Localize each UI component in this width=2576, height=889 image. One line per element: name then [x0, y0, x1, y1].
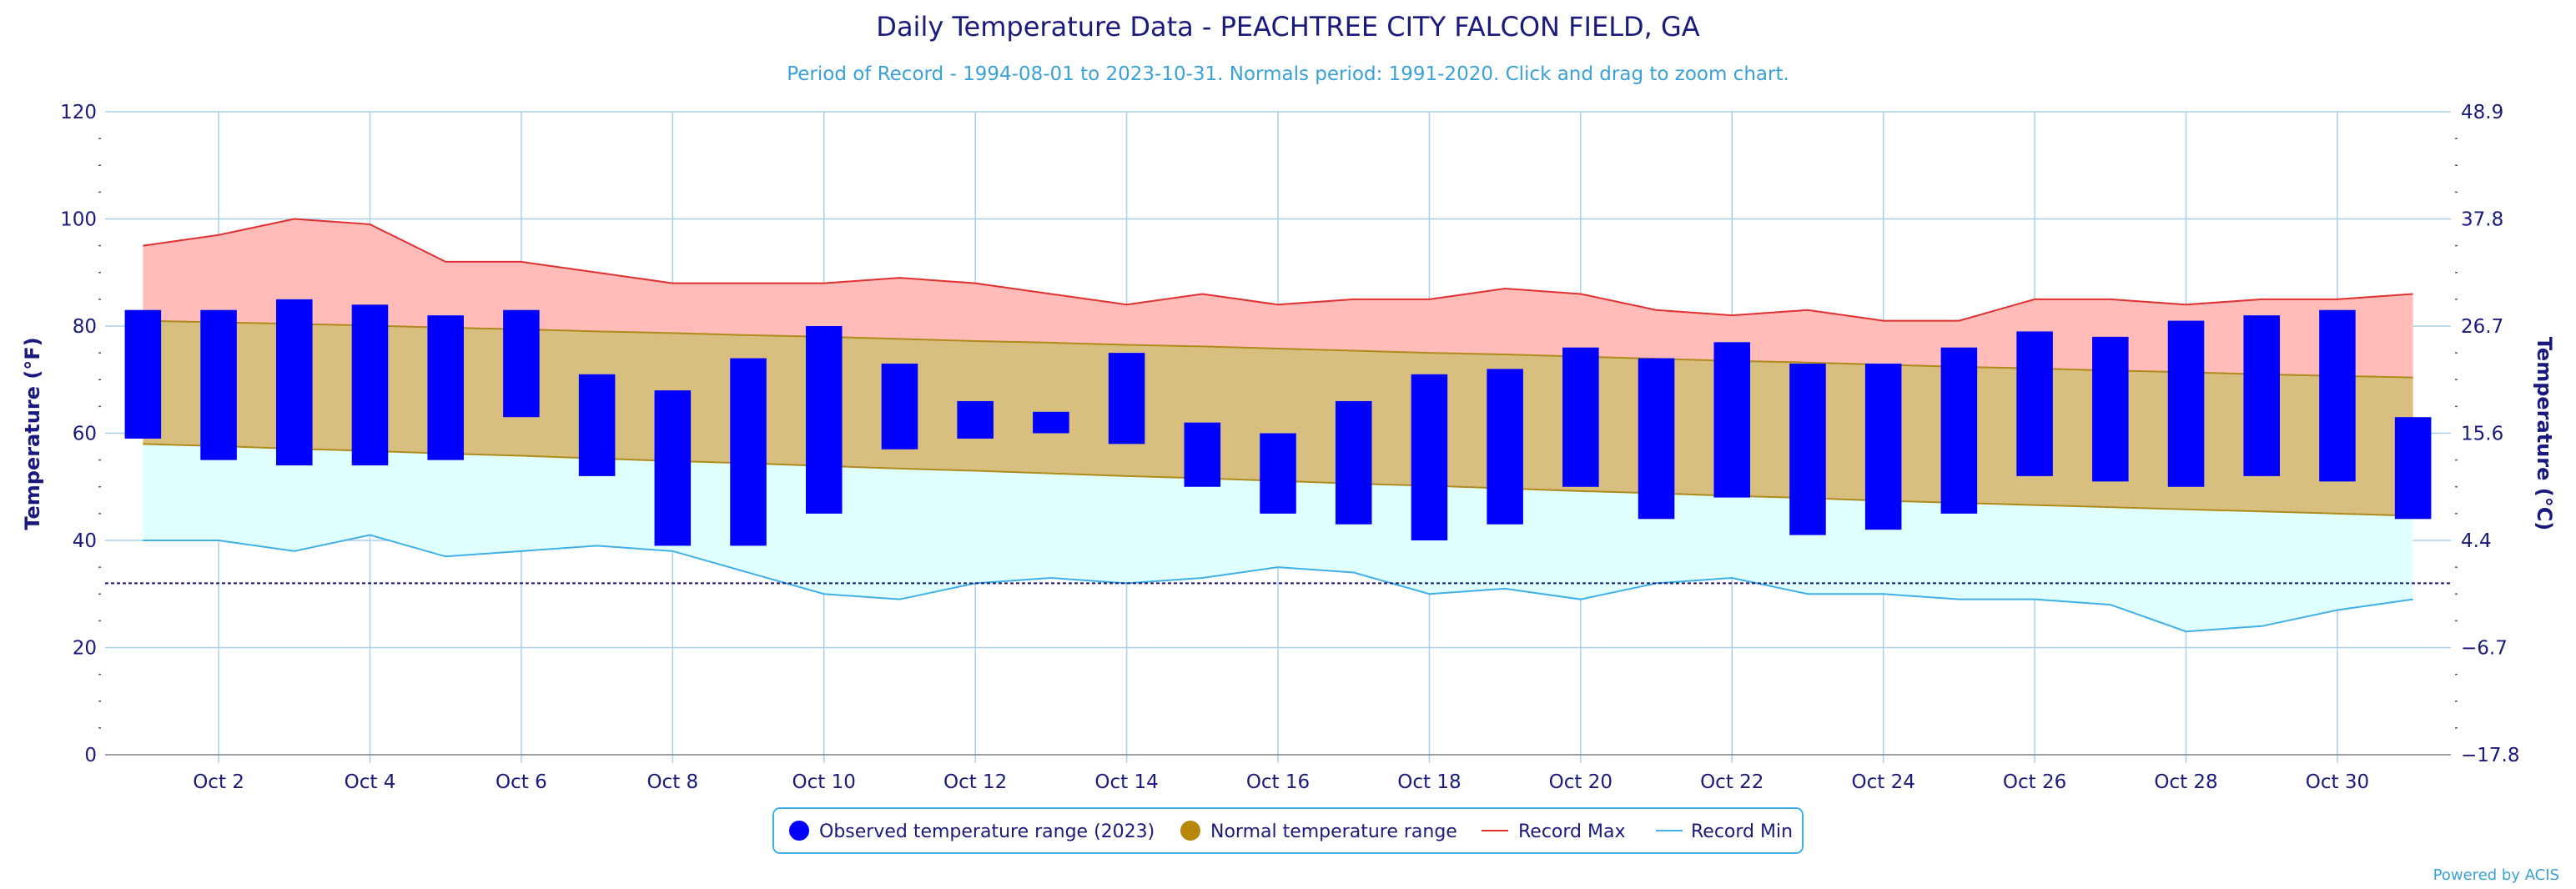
legend: Observed temperature range (2023) Normal…: [772, 807, 1804, 854]
observed-bar-oct-30[interactable]: [2319, 309, 2356, 482]
x-tick-label: Oct 24: [1851, 771, 1914, 793]
y-tick-label-right: 4.4: [2461, 530, 2492, 552]
chart-title: Daily Temperature Data - PEACHTREE CITY …: [876, 11, 1700, 43]
x-tick-label: Oct 8: [647, 771, 698, 793]
x-tick-label: Oct 18: [1397, 771, 1461, 793]
observed-bar-oct-23[interactable]: [1789, 363, 1826, 535]
observed-bar-oct-28[interactable]: [2167, 320, 2205, 487]
observed-bar-oct-17[interactable]: [1335, 400, 1372, 525]
observed-bar-oct-26[interactable]: [2016, 331, 2053, 476]
y-axis-left-title: Temperature (°F): [21, 337, 44, 530]
y-tick-label-right: −6.7: [2461, 638, 2508, 660]
observed-bar-oct-6[interactable]: [503, 309, 540, 418]
observed-bar-oct-7[interactable]: [578, 374, 616, 476]
observed-bar-oct-5[interactable]: [427, 315, 464, 460]
observed-bar-oct-9[interactable]: [730, 358, 767, 546]
observed-bar-oct-11[interactable]: [881, 363, 918, 450]
y-tick-label-left: 80: [73, 316, 97, 338]
x-tick-label: Oct 20: [1549, 771, 1613, 793]
observed-bar-oct-19[interactable]: [1487, 369, 1523, 525]
x-tick-label: Oct 28: [2154, 771, 2217, 793]
observed-bars[interactable]: [124, 299, 2432, 546]
record-min-line: [143, 534, 2413, 633]
range-areas: [143, 218, 2413, 633]
observed-bar-oct-21[interactable]: [1638, 358, 1675, 520]
x-tick-label: Oct 30: [2306, 771, 2369, 793]
x-tick-label: Oct 14: [1094, 771, 1158, 793]
y-tick-label-right: 48.9: [2461, 102, 2503, 123]
observed-bar-oct-3[interactable]: [276, 299, 313, 466]
y-axis-right-title: Temperature (°C): [2533, 337, 2556, 531]
observed-bar-oct-15[interactable]: [1184, 422, 1221, 487]
y-tick-label-left: 0: [84, 745, 97, 766]
observed-bar-oct-14[interactable]: [1108, 353, 1145, 444]
x-tick-label: Oct 4: [345, 771, 396, 793]
legend-item-normal[interactable]: Normal temperature range: [1180, 821, 1457, 842]
observed-bar-oct-12[interactable]: [957, 400, 994, 439]
observed-bar-oct-8[interactable]: [654, 390, 692, 546]
observed-bar-oct-2[interactable]: [200, 309, 237, 460]
x-tick-label: Oct 6: [496, 771, 547, 793]
normal-range-area: [143, 320, 2413, 516]
legend-item-record-max[interactable]: Record Max: [1482, 821, 1626, 842]
y-tick-label-right: 15.6: [2461, 424, 2503, 445]
y-tick-label-right: 37.8: [2461, 209, 2503, 231]
observed-bar-oct-22[interactable]: [1713, 342, 1751, 498]
legend-item-observed[interactable]: Observed temperature range (2023): [789, 821, 1155, 842]
observed-bar-oct-25[interactable]: [1940, 347, 1978, 514]
legend-record-min-label: Record Min: [1691, 821, 1793, 842]
observed-bar-oct-24[interactable]: [1864, 363, 1902, 530]
legend-observed-marker: [789, 821, 809, 841]
legend-observed-label: Observed temperature range (2023): [819, 821, 1155, 842]
observed-bar-oct-29[interactable]: [2243, 315, 2280, 476]
legend-normal-marker: [1180, 821, 1200, 841]
observed-bar-oct-31[interactable]: [2394, 417, 2432, 520]
legend-record-max-label: Record Max: [1518, 821, 1626, 842]
observed-bar-oct-27[interactable]: [2092, 336, 2129, 482]
record-max-line: [143, 218, 2413, 322]
legend-box: [772, 807, 1804, 854]
y-tick-label-left: 120: [60, 102, 97, 123]
x-tick-label: Oct 16: [1246, 771, 1310, 793]
chart-subtitle: Period of Record - 1994-08-01 to 2023-10…: [787, 63, 1789, 85]
observed-bar-oct-18[interactable]: [1411, 374, 1448, 540]
y-tick-label-right: −17.8: [2461, 745, 2519, 766]
y-tick-label-left: 60: [73, 424, 97, 445]
legend-item-record-min[interactable]: Record Min: [1656, 821, 1793, 842]
y-tick-label-left: 100: [60, 209, 97, 231]
axes: 0 20 40 60 80 100 120 −17.8 −6.7 4.4 15.6 26.7 37.8 4…: [60, 102, 2519, 793]
x-tick-label: Oct 26: [2003, 771, 2066, 793]
observed-bar-oct-20[interactable]: [1562, 347, 1599, 487]
x-tick-label: Oct 12: [943, 771, 1007, 793]
x-tick-label: Oct 22: [1700, 771, 1763, 793]
observed-bar-oct-1[interactable]: [124, 309, 162, 439]
y-tick-label-right: 26.7: [2461, 316, 2503, 338]
record-min-area: [143, 444, 2413, 632]
y-tick-label-left: 20: [73, 638, 97, 660]
observed-bar-oct-13[interactable]: [1033, 411, 1069, 434]
observed-bar-oct-10[interactable]: [805, 326, 843, 514]
legend-normal-label: Normal temperature range: [1210, 821, 1457, 842]
record-max-area: [143, 218, 2413, 378]
x-tick-label: Oct 10: [792, 771, 856, 793]
observed-bar-oct-16[interactable]: [1260, 433, 1296, 514]
observed-bar-oct-4[interactable]: [351, 304, 389, 466]
x-tick-label: Oct 2: [193, 771, 244, 793]
y-tick-label-left: 40: [73, 530, 97, 552]
powered-by-credit[interactable]: Powered by ACIS: [2433, 866, 2559, 884]
